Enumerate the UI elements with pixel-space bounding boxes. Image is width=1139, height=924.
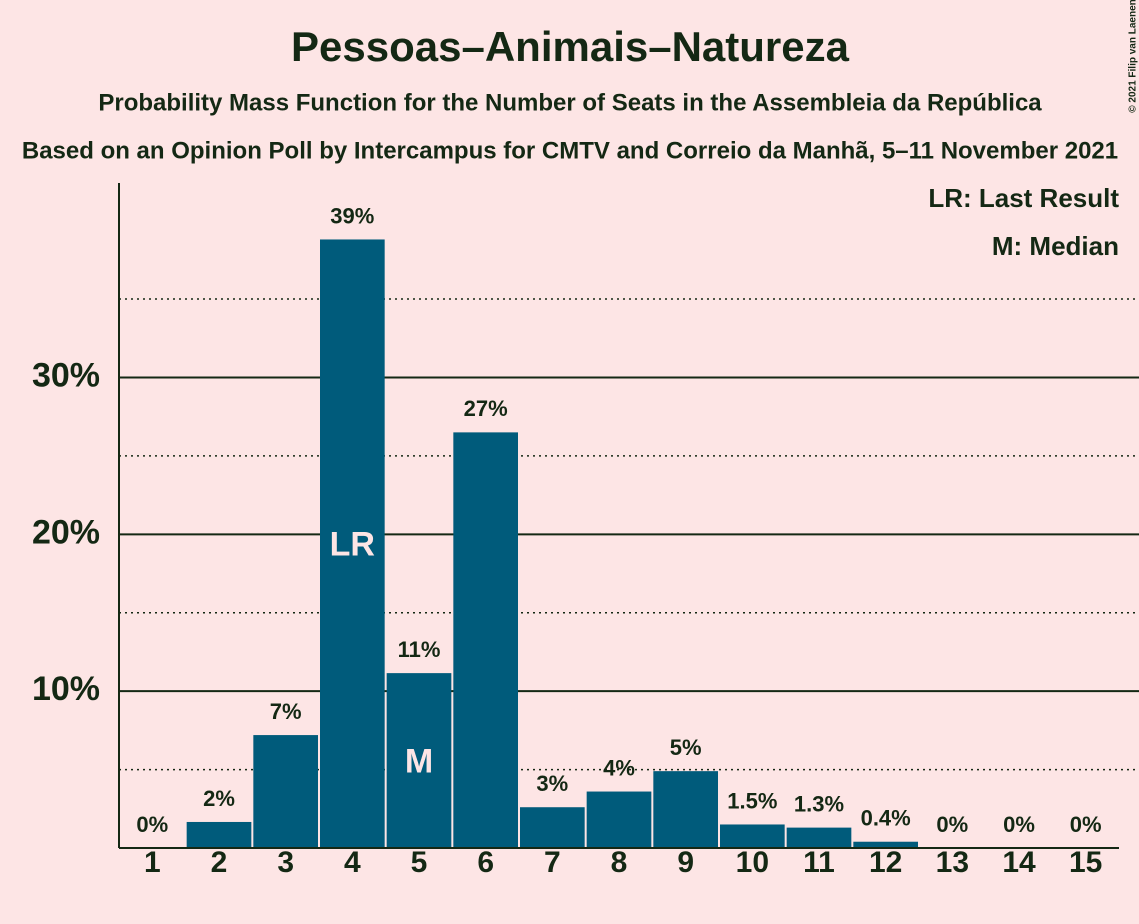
- x-tick-label: 2: [211, 846, 228, 879]
- bar: [653, 771, 718, 848]
- x-tick-label: 3: [277, 846, 294, 879]
- bar: [853, 841, 918, 848]
- value-label: 39%: [330, 203, 374, 228]
- y-tick-label: 30%: [32, 356, 100, 394]
- y-tick-label: 20%: [32, 513, 100, 551]
- value-label: 2%: [203, 786, 235, 811]
- x-tick-label: 9: [677, 846, 694, 879]
- value-label: 11%: [398, 637, 441, 662]
- x-tick-label: 6: [477, 846, 494, 879]
- value-label: 5%: [670, 735, 702, 760]
- x-tick-label: 7: [544, 846, 561, 879]
- x-tick-label: 1: [144, 846, 161, 879]
- x-tick-label: 10: [736, 846, 769, 879]
- x-tick-label: 11: [803, 846, 835, 879]
- x-tick-label: 12: [869, 846, 902, 879]
- value-label: 1.5%: [727, 788, 777, 813]
- bar: [720, 824, 785, 848]
- value-label: 27%: [464, 396, 508, 421]
- x-tick-label: 8: [611, 846, 628, 879]
- x-tick-label: 5: [411, 846, 428, 879]
- value-label: 0%: [136, 812, 168, 837]
- value-label: 0%: [936, 812, 968, 837]
- chart-title: Pessoas–Animais–Natureza: [291, 23, 850, 70]
- value-label: 0%: [1070, 812, 1102, 837]
- chart-subtitle: Based on an Opinion Poll by Intercampus …: [22, 137, 1118, 164]
- bar-annotation: M: [405, 743, 433, 781]
- bar: [786, 827, 852, 848]
- legend-entry: M: Median: [992, 231, 1119, 261]
- value-label: 3%: [536, 771, 568, 796]
- chart-subtitle: Probability Mass Function for the Number…: [98, 89, 1042, 116]
- value-label: 0%: [1003, 812, 1035, 837]
- legend-entry: LR: Last Result: [928, 183, 1119, 213]
- value-label: 1.3%: [794, 791, 844, 816]
- bar: [186, 821, 252, 848]
- bar: [453, 432, 518, 848]
- bar: [253, 735, 318, 848]
- copyright: © 2021 Filip van Laenen: [1128, 0, 1139, 113]
- value-label: 4%: [603, 755, 635, 780]
- bar: [320, 239, 385, 848]
- x-tick-label: 13: [936, 846, 969, 879]
- value-label: 0.4%: [861, 806, 911, 831]
- x-tick-label: 14: [1002, 846, 1036, 879]
- bar-annotation: LR: [330, 526, 375, 564]
- y-tick-label: 10%: [32, 670, 100, 708]
- x-tick-label: 15: [1069, 846, 1102, 879]
- bar: [586, 791, 652, 848]
- value-label: 7%: [270, 699, 302, 724]
- bar: [520, 807, 585, 848]
- bar: [386, 673, 452, 848]
- x-tick-label: 4: [344, 846, 361, 879]
